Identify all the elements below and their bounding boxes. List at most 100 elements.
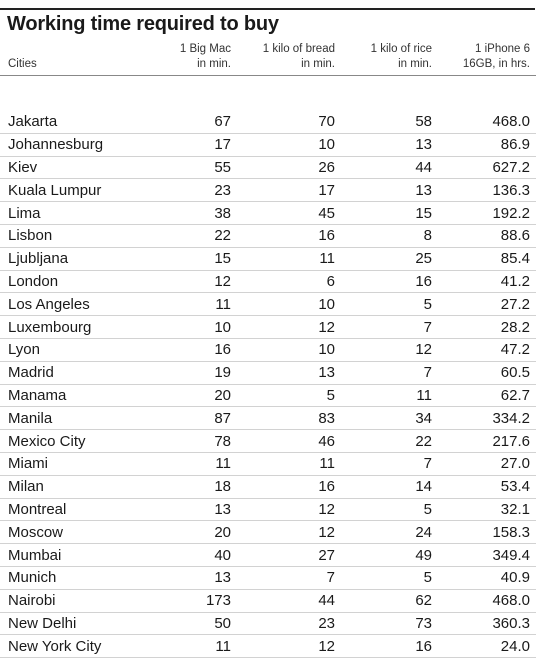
bread-cell: 11: [237, 247, 341, 271]
bigmac-cell: 87: [170, 406, 237, 431]
iphone-cell: 53.4: [438, 475, 536, 499]
bigmac-cell: 10: [170, 315, 237, 339]
bigmac-cell: 67: [170, 111, 237, 134]
rice-cell: 11: [341, 384, 438, 408]
bread-cell: 83: [237, 406, 341, 431]
table-row: Montreal 13 12 5 32.1: [0, 498, 536, 522]
iphone-cell: 27.2: [438, 292, 536, 317]
rice-cell: 58: [341, 111, 438, 134]
iphone-cell: 40.9: [438, 566, 536, 590]
bigmac-cell: 78: [170, 429, 237, 453]
iphone-cell: 41.2: [438, 270, 536, 294]
bread-cell: 23: [237, 612, 341, 636]
bigmac-cell: 17: [170, 133, 237, 157]
bigmac-cell: 19: [170, 361, 237, 385]
table-row: Moscow 20 12 24 158.3: [0, 520, 536, 545]
city-cell: Luxembourg: [0, 315, 170, 339]
rice-cell: 24: [341, 520, 438, 545]
bread-cell: 12: [237, 498, 341, 522]
header-iphone-line1: 1 iPhone 6: [475, 42, 530, 55]
city-cell: New York City: [0, 634, 170, 658]
table-row: Miami 11 11 7 27.0: [0, 452, 536, 476]
bigmac-cell: 55: [170, 156, 237, 180]
bigmac-cell: 13: [170, 566, 237, 590]
rice-cell: 7: [341, 452, 438, 476]
table-row: New Delhi 50 23 73 360.3: [0, 612, 536, 636]
city-cell: Munich: [0, 566, 170, 590]
rice-cell: 13: [341, 133, 438, 157]
city-cell: Manama: [0, 384, 170, 408]
bread-cell: 10: [237, 292, 341, 317]
table-row: Lisbon 22 16 8 88.6: [0, 224, 536, 248]
city-cell: Mumbai: [0, 543, 170, 567]
iphone-cell: 88.6: [438, 224, 536, 248]
table-row: Manama 20 5 11 62.7: [0, 384, 536, 408]
bigmac-cell: 16: [170, 338, 237, 362]
bigmac-cell: 11: [170, 292, 237, 317]
chart-container: Working time required to buy Cities 1 Bi…: [0, 8, 536, 658]
bigmac-cell: 40: [170, 543, 237, 567]
bread-cell: 16: [237, 475, 341, 499]
bread-cell: 44: [237, 589, 341, 613]
iphone-cell: 27.0: [438, 452, 536, 476]
bread-cell: 26: [237, 156, 341, 180]
city-cell: Johannesburg: [0, 133, 170, 157]
header-bigmac-line2: in min.: [197, 57, 231, 70]
iphone-cell: 334.2: [438, 406, 536, 431]
table-row: Milan 18 16 14 53.4: [0, 475, 536, 499]
header-bigmac-line1: 1 Big Mac: [179, 42, 231, 55]
rice-cell: 8: [341, 224, 438, 248]
bread-cell: 13: [237, 361, 341, 385]
bread-cell: 27: [237, 543, 341, 567]
bigmac-cell: 11: [170, 634, 237, 658]
table-row: Kiev 55 26 44 627.2: [0, 156, 536, 180]
iphone-cell: 192.2: [438, 201, 536, 225]
city-cell: Lyon: [0, 338, 170, 362]
iphone-cell: 627.2: [438, 156, 536, 180]
header-bread-line2: in min.: [301, 57, 335, 70]
table-row: Lima 38 45 15 192.2: [0, 201, 536, 225]
table-row: Mumbai 40 27 49 349.4: [0, 543, 536, 567]
header-cities-label: Cities: [8, 57, 37, 70]
table-row: Los Angeles 11 10 5 27.2: [0, 292, 536, 317]
rice-cell: 16: [341, 270, 438, 294]
table-row: Madrid 19 13 7 60.5: [0, 361, 536, 385]
rice-cell: 34: [341, 406, 438, 431]
header-bigmac: 1 Big Mac in min.: [170, 39, 237, 75]
bigmac-cell: 11: [170, 452, 237, 476]
bread-cell: 12: [237, 520, 341, 545]
header-rice-line1: 1 kilo of rice: [370, 42, 432, 55]
iphone-cell: 217.6: [438, 429, 536, 453]
bread-cell: 45: [237, 201, 341, 225]
iphone-cell: 28.2: [438, 315, 536, 339]
bigmac-cell: 13: [170, 498, 237, 522]
header-iphone-line2: 16GB, in hrs.: [462, 57, 530, 70]
table-row: Manila 87 83 34 334.2: [0, 406, 536, 431]
city-cell: Montreal: [0, 498, 170, 522]
rice-cell: 7: [341, 361, 438, 385]
city-cell: Milan: [0, 475, 170, 499]
table-row: Jakarta 67 70 58 468.0: [0, 111, 536, 134]
bread-cell: 10: [237, 133, 341, 157]
table-row: Kuala Lumpur 23 17 13 136.3: [0, 178, 536, 203]
bread-cell: 7: [237, 566, 341, 590]
table-row: Johannesburg 17 10 13 86.9: [0, 133, 536, 157]
rice-cell: 5: [341, 292, 438, 317]
rice-cell: 25: [341, 247, 438, 271]
iphone-cell: 85.4: [438, 247, 536, 271]
table-body: Jakarta 67 70 58 468.0 Johannesburg 17 10 13 86.9…: [0, 111, 536, 658]
rice-cell: 22: [341, 429, 438, 453]
rice-cell: 13: [341, 178, 438, 203]
city-cell: Lima: [0, 201, 170, 225]
city-cell: Los Angeles: [0, 292, 170, 317]
table-row: Ljubljana 15 11 25 85.4: [0, 247, 536, 271]
header-cities: Cities: [0, 39, 170, 75]
bread-cell: 17: [237, 178, 341, 203]
iphone-cell: 47.2: [438, 338, 536, 362]
header-separator: [0, 74, 536, 111]
bigmac-cell: 12: [170, 270, 237, 294]
rice-cell: 44: [341, 156, 438, 180]
bread-cell: 70: [237, 111, 341, 134]
city-cell: Lisbon: [0, 224, 170, 248]
iphone-cell: 136.3: [438, 178, 536, 203]
